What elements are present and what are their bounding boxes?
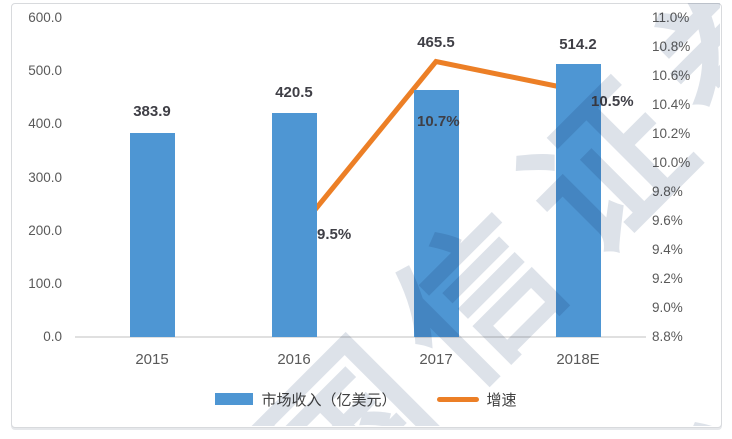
category-label-2018E: 2018E xyxy=(556,351,600,368)
bar-value-label: 514.2 xyxy=(559,35,597,53)
right-axis-tick: 10.8% xyxy=(652,39,691,54)
right-axis-tick: 9.8% xyxy=(652,184,683,199)
right-axis-tick: 9.6% xyxy=(652,213,683,228)
bar-2015 xyxy=(129,132,175,337)
left-axis-tick: 200.0 xyxy=(28,222,62,238)
left-axis-tick: 400.0 xyxy=(28,116,62,132)
category-label-2016: 2016 xyxy=(277,351,311,368)
category-label-2017: 2017 xyxy=(419,351,453,368)
right-axis-tick: 10.2% xyxy=(652,126,691,141)
right-axis-tick: 8.8% xyxy=(652,329,683,344)
left-axis-tick: 100.0 xyxy=(28,275,62,291)
left-axis-tick: 300.0 xyxy=(28,169,62,185)
category-label-2015: 2015 xyxy=(135,351,169,368)
right-axis-tick: 10.6% xyxy=(652,68,691,83)
line-point-label: 9.5% xyxy=(317,225,352,243)
bar-value-label: 465.5 xyxy=(417,33,455,51)
line-point-label: 10.5% xyxy=(591,92,634,110)
left-axis-tick: 600.0 xyxy=(28,10,62,25)
bar-2017 xyxy=(413,89,459,337)
legend-line-label: 增速 xyxy=(486,391,517,409)
bar-value-label: 383.9 xyxy=(133,102,171,120)
legend: 市场收入（亿美元） 增速 xyxy=(0,388,732,410)
bar-value-label: 420.5 xyxy=(275,84,313,102)
bar-2018E xyxy=(555,63,601,337)
right-axis-tick: 11.0% xyxy=(652,10,690,25)
right-axis-tick: 9.4% xyxy=(652,242,683,257)
right-axis-tick: 10.0% xyxy=(652,155,691,170)
line-point-label: 10.7% xyxy=(417,112,460,130)
right-axis-tick: 9.2% xyxy=(652,271,683,286)
left-axis-tick: 0.0 xyxy=(43,329,62,344)
right-axis-tick: 10.4% xyxy=(652,97,691,112)
left-axis-tick: 500.0 xyxy=(28,63,62,79)
growth-line xyxy=(291,58,581,238)
right-axis-tick: 9.0% xyxy=(652,300,683,315)
legend-bar-swatch-icon xyxy=(215,393,254,405)
bar-2016 xyxy=(271,113,317,337)
legend-bar-label: 市场收入（亿美元） xyxy=(261,391,397,409)
legend-line-swatch-icon xyxy=(436,396,479,402)
